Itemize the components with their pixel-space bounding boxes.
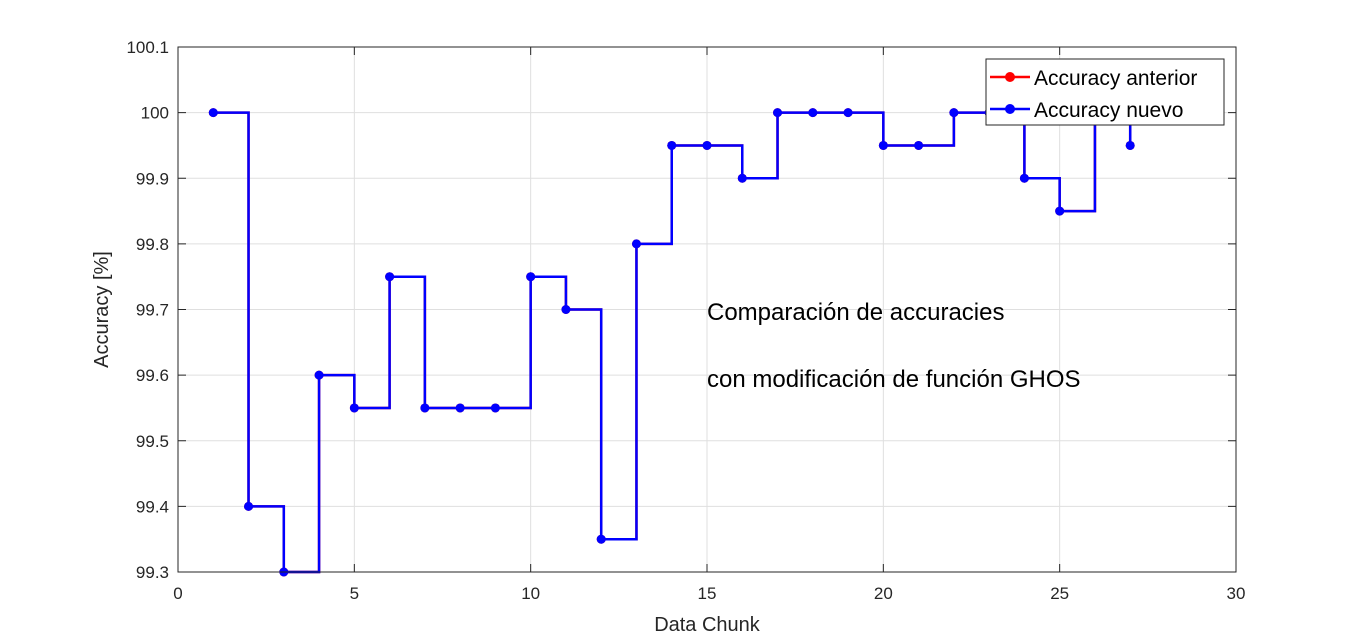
data-point-accuracy-nuevo <box>631 239 641 249</box>
data-point-accuracy-nuevo <box>208 108 218 118</box>
y-tick-label: 99.6 <box>136 366 169 385</box>
annotation-line-2: con modificación de función GHOS <box>707 366 1081 393</box>
x-tick-label: 25 <box>1050 584 1069 603</box>
legend-box <box>985 58 1225 126</box>
x-tick-label: 30 <box>1227 584 1246 603</box>
x-tick-label: 10 <box>521 584 540 603</box>
data-point-accuracy-nuevo <box>667 140 677 150</box>
data-point-accuracy-nuevo <box>1125 140 1135 150</box>
annotation-line-1: Comparación de accuracies <box>707 299 1004 326</box>
legend-label-accuracy-anterior: Accuracy anterior <box>1034 67 1197 90</box>
y-tick-label: 99.7 <box>136 301 169 320</box>
legend: Accuracy anterior Accuracy nuevo <box>985 58 1225 126</box>
data-point-accuracy-nuevo <box>420 403 430 413</box>
y-tick-label: 99.5 <box>136 432 169 451</box>
data-point-accuracy-nuevo <box>385 272 395 282</box>
data-point-accuracy-nuevo <box>596 534 606 544</box>
x-tick-label: 5 <box>350 584 359 603</box>
data-point-accuracy-nuevo <box>314 370 324 380</box>
data-point-accuracy-nuevo <box>244 501 254 511</box>
y-tick-label: 99.9 <box>136 169 169 188</box>
data-point-accuracy-nuevo <box>808 108 818 118</box>
x-axis-label: Data Chunk <box>654 614 761 636</box>
data-point-accuracy-nuevo <box>878 140 888 150</box>
axis-ticks: 0 5 10 15 20 25 30 99.3 99.4 99.5 99.6 99.7 99.8 99.9… <box>126 38 1245 603</box>
y-axis-label: Accuracy [%] <box>91 251 113 368</box>
data-point-accuracy-nuevo <box>1055 206 1065 216</box>
data-point-accuracy-nuevo <box>526 272 536 282</box>
y-tick-label: 99.8 <box>136 235 169 254</box>
legend-label-accuracy-nuevo: Accuracy nuevo <box>1034 99 1183 122</box>
data-point-accuracy-nuevo <box>914 140 924 150</box>
y-tick-label: 100.1 <box>126 38 169 57</box>
legend-marker-accuracy-nuevo <box>1005 104 1015 114</box>
data-point-accuracy-nuevo <box>737 173 747 183</box>
y-tick-label: 100 <box>141 104 169 123</box>
y-tick-label: 99.3 <box>136 563 169 582</box>
legend-marker-accuracy-anterior <box>1005 72 1015 82</box>
data-point-accuracy-nuevo <box>949 108 959 118</box>
data-point-accuracy-nuevo <box>490 403 500 413</box>
data-point-accuracy-nuevo <box>1019 173 1029 183</box>
x-tick-label: 0 <box>173 584 182 603</box>
x-tick-label: 15 <box>698 584 717 603</box>
data-point-accuracy-nuevo <box>349 403 359 413</box>
data-point-accuracy-nuevo <box>455 403 465 413</box>
data-point-accuracy-nuevo <box>561 305 571 314</box>
x-tick-label: 20 <box>874 584 893 603</box>
series-line-accuracy-nuevo <box>213 111 1132 574</box>
data-point-accuracy-nuevo <box>702 140 712 150</box>
y-tick-label: 99.4 <box>136 497 169 516</box>
data-point-accuracy-nuevo <box>773 108 783 118</box>
data-point-accuracy-nuevo <box>843 108 853 118</box>
